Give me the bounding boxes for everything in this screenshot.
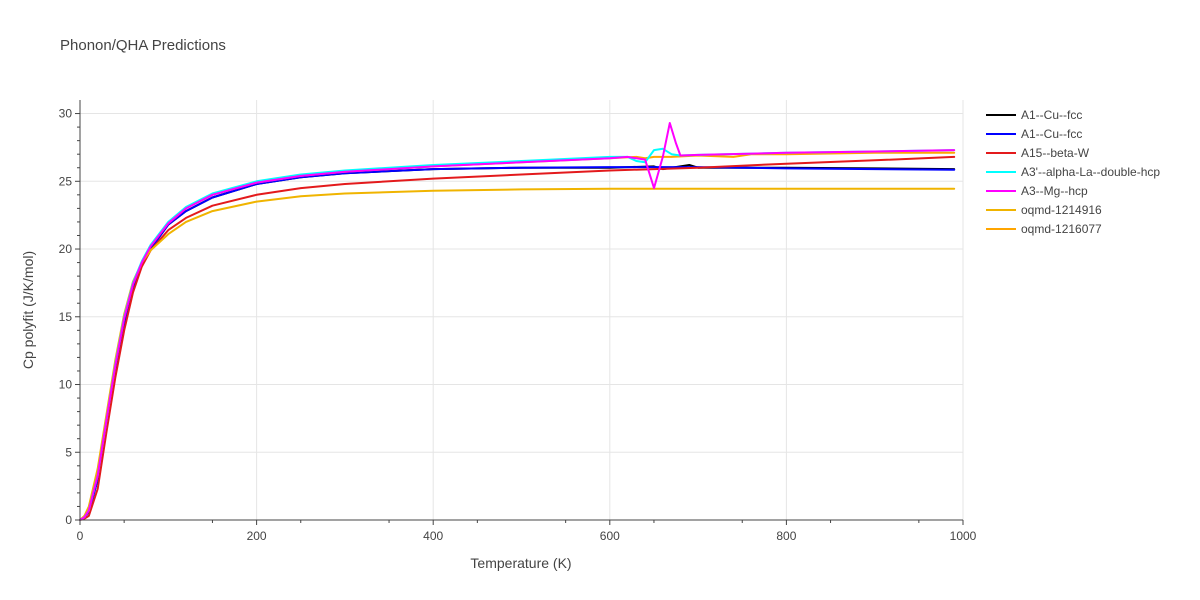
- x-tick-label: 0: [77, 529, 84, 543]
- legend-item-oqmd-1214916[interactable]: oqmd-1214916: [986, 203, 1102, 217]
- legend-label: A3--Mg--hcp: [1021, 184, 1088, 198]
- y-tick-labels: 0 5 10 15 20 25 30: [59, 107, 73, 527]
- x-tick-label: 400: [423, 529, 443, 543]
- series-line-a3-mg-hcp: [79, 122, 956, 521]
- series-line-oqmd-1216077: [79, 151, 956, 521]
- series-line-a1-cu-fcc: [79, 164, 956, 521]
- series-line-oqmd-1214916: [79, 187, 956, 521]
- series-lines: [79, 122, 956, 521]
- y-tick-label: 0: [65, 513, 72, 527]
- y-tick-label: 30: [59, 107, 73, 121]
- legend-item-a3-alpha-la-double-hcp[interactable]: A3'--alpha-La--double-hcp: [986, 165, 1160, 179]
- x-axis-title: Temperature (K): [470, 555, 571, 571]
- y-tick-label: 15: [59, 310, 73, 324]
- legend-label: A15--beta-W: [1021, 146, 1090, 160]
- legend-label: oqmd-1216077: [1021, 222, 1102, 236]
- legend-label: A3'--alpha-La--double-hcp: [1021, 165, 1160, 179]
- legend[interactable]: A1--Cu--fcc A1--Cu--fcc A15--beta-W A3'--al…: [986, 108, 1160, 236]
- legend-label: oqmd-1214916: [1021, 203, 1102, 217]
- legend-label: A1--Cu--fcc: [1021, 108, 1082, 122]
- axes: [75, 100, 964, 525]
- legend-item-a3-mg-hcp[interactable]: A3--Mg--hcp: [986, 184, 1088, 198]
- y-tick-label: 20: [59, 242, 73, 256]
- y-tick-label: 5: [65, 445, 72, 459]
- legend-item-a1-cu-fcc[interactable]: A1--Cu--fcc: [986, 127, 1082, 141]
- x-tick-label: 200: [247, 529, 267, 543]
- legend-label: A1--Cu--fcc: [1021, 127, 1082, 141]
- x-tick-labels: 0 200 400 600 800 1000: [77, 529, 977, 543]
- x-tick-label: 600: [600, 529, 620, 543]
- legend-item-a15-beta-w[interactable]: A15--beta-W: [986, 146, 1090, 160]
- series-line-a3-alpha-la-double-hcp: [79, 147, 956, 521]
- chart-title: Phonon/QHA Predictions: [60, 37, 226, 54]
- legend-item-oqmd-1216077[interactable]: oqmd-1216077: [986, 222, 1102, 236]
- series-line-a1-cu-fcc: [79, 166, 956, 521]
- y-tick-label: 25: [59, 174, 73, 188]
- y-axis-title: Cp polyfit (J/K/mol): [20, 251, 36, 369]
- series-line-a15-beta-w: [79, 155, 956, 521]
- y-tick-label: 10: [59, 378, 73, 392]
- x-tick-label: 800: [776, 529, 796, 543]
- x-tick-label: 1000: [950, 529, 977, 543]
- legend-item-a1-cu-fcc[interactable]: A1--Cu--fcc: [986, 108, 1082, 122]
